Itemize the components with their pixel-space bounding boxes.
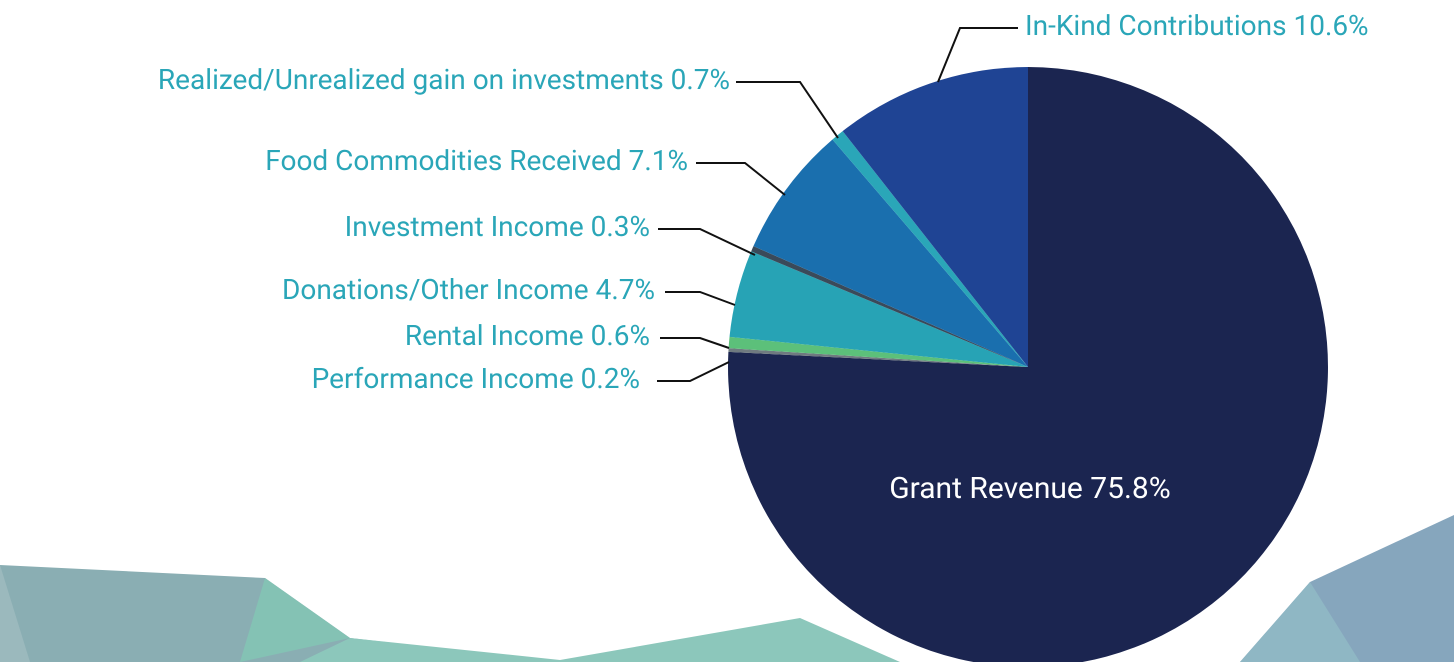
slice-name: Investment Income [345, 210, 584, 243]
background-shapes [0, 515, 1454, 662]
slice-name: In-Kind Contributions [1025, 9, 1287, 42]
slice-value: 75.8% [1090, 471, 1170, 506]
slice-space [622, 144, 629, 177]
slice-label: Grant Revenue 75.8% [889, 471, 1171, 506]
slice-value: 10.6% [1293, 9, 1368, 42]
slice-space [1083, 471, 1090, 506]
slice-name: Performance Income [312, 362, 574, 395]
pie-slice [728, 348, 1028, 367]
pie-slice [832, 131, 1028, 367]
slice-value: 0.6% [591, 319, 650, 352]
leader-line [937, 27, 1018, 83]
slice-label: Rental Income 0.6% [405, 319, 650, 352]
slice-label: In-Kind Contributions 10.6% [1025, 9, 1369, 42]
slice-label: Investment Income 0.3% [345, 210, 650, 243]
leader-line [657, 361, 730, 382]
slice-space [589, 273, 596, 306]
slice-label: Donations/Other Income 4.7% [282, 273, 655, 306]
leader-line [660, 337, 730, 349]
slice-space [664, 63, 671, 96]
slice-label: Performance Income 0.2% [312, 362, 640, 395]
slice-space [584, 210, 591, 243]
pie-slice [842, 67, 1028, 367]
pie [728, 67, 1328, 662]
slice-name: Donations/Other Income [282, 273, 589, 306]
slice-value: 0.3% [591, 210, 650, 243]
pie-slice [728, 336, 1028, 367]
slice-value: 0.2% [581, 362, 640, 395]
slice-name: Rental Income [405, 319, 584, 352]
slice-name: Grant Revenue [889, 471, 1083, 506]
slice-value: 0.7% [671, 63, 730, 96]
slice-value: 7.1% [629, 144, 688, 177]
leader-line [658, 228, 756, 256]
slice-value: 4.7% [596, 273, 655, 306]
slice-space [574, 362, 581, 395]
pie-slice [751, 246, 1028, 367]
leader-line [736, 81, 839, 139]
slice-label: Food Commodities Received 7.1% [265, 144, 688, 177]
pie-slice [728, 67, 1328, 662]
leader-line [665, 291, 736, 306]
pie-slice [729, 251, 1028, 367]
labels: Grant Revenue 75.8% Performance Income 0.… [158, 9, 1369, 506]
slice-name: Food Commodities Received [265, 144, 621, 177]
slice-space [1287, 9, 1294, 42]
leader-line [696, 162, 786, 196]
pie-slice [753, 139, 1028, 367]
slice-name: Realized/Unrealized gain on investments [158, 63, 664, 96]
slice-space [584, 319, 591, 352]
slice-label: Realized/Unrealized gain on investments … [158, 63, 730, 96]
